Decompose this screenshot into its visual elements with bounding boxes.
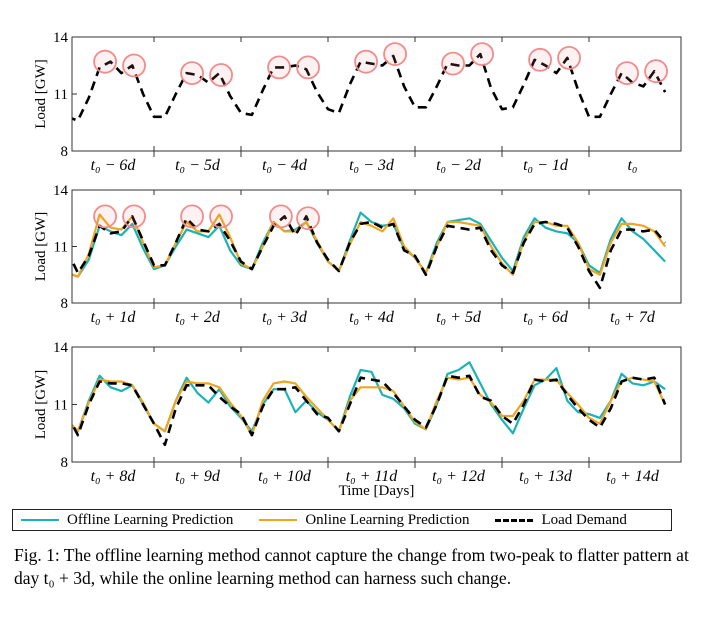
legend-swatch-online (259, 519, 298, 521)
y-tick-label: 14 (53, 183, 69, 199)
highlight-peak-circle (644, 59, 668, 84)
legend-item-load: Load Demand (495, 511, 627, 529)
highlight-peak-circle (122, 204, 146, 229)
highlight-peak-circle (180, 204, 204, 229)
x-tick-label: t₀ + 4d (349, 309, 395, 326)
y-tick-label: 11 (54, 398, 68, 414)
highlight-peak-circle (267, 55, 291, 80)
figure-caption: Fig. 1: The offline learning method cann… (14, 545, 689, 588)
x-tick-label: t₀ + 13d (519, 468, 573, 485)
highlight-peak-circle (296, 55, 320, 80)
x-tick-label: t₀ + 9d (175, 468, 221, 485)
highlight-peak-circle (209, 63, 233, 87)
x-tick-label: t₀ (627, 157, 637, 174)
x-tick-label: t₀ + 8d (91, 468, 137, 485)
x-tick-label: t₀ + 11d (346, 468, 399, 485)
x-tick-label: t₀ + 14d (606, 468, 660, 485)
x-tick-label: t₀ + 7d (610, 309, 656, 326)
y-axis-label: Load [GW] (33, 212, 49, 282)
axes-frame (71, 189, 682, 304)
series-line-online (72, 376, 667, 437)
highlight-peak-circle (557, 46, 581, 70)
y-tick-label: 8 (61, 455, 69, 471)
x-tick-label: t₀ + 1d (91, 309, 137, 326)
highlight-peak-circle (180, 61, 204, 85)
series-line-offline (72, 361, 666, 435)
legend-item-online: Online Learning Prediction (259, 512, 469, 529)
x-axis-label: Time [Days] (339, 483, 415, 499)
series-line-load (72, 52, 667, 122)
y-axis-label: Load [GW] (33, 59, 49, 129)
x-tick-label: t₀ + 12d (432, 468, 486, 485)
legend-swatch-offline (21, 519, 59, 521)
legend-label-online: Online Learning Prediction (305, 511, 470, 528)
x-tick-label: t₀ + 6d (523, 309, 569, 326)
x-tick-label: t₀ − 4d (262, 157, 308, 174)
x-tick-label: t₀ − 5d (175, 157, 221, 174)
y-axis-label: Load [GW] (33, 370, 49, 440)
series-line-load (72, 215, 667, 290)
highlight-peak-circle (383, 42, 407, 66)
highlight-peak-circle (441, 51, 465, 76)
y-tick-label: 11 (54, 240, 68, 256)
y-tick-label: 11 (54, 87, 68, 103)
y-tick-label: 14 (53, 340, 69, 356)
x-tick-label: t₀ − 1d (523, 157, 569, 174)
x-tick-label: t₀ + 2d (175, 309, 221, 326)
highlight-peak-circle (93, 49, 117, 74)
x-tick-label: t₀ + 5d (436, 309, 482, 326)
legend-label-offline: Offline Learning Prediction (67, 511, 234, 528)
highlight-peak-circle (615, 61, 639, 85)
highlight-peak-circle (470, 42, 494, 66)
axes-frame (71, 346, 682, 463)
legend-item-offline: Offline Learning Prediction (21, 512, 233, 529)
highlight-peak-circle (268, 204, 293, 229)
legend-swatch-load (495, 518, 534, 522)
x-tick-label: t₀ + 3d (262, 309, 308, 326)
highlight-peak-circle (296, 206, 320, 231)
y-tick-label: 8 (61, 296, 69, 312)
x-tick-label: t₀ − 2d (436, 157, 482, 174)
highlight-peak-circle (122, 53, 146, 78)
axes-frame (71, 36, 682, 152)
highlight-peak-circle (209, 204, 233, 229)
legend-label-load: Load Demand (541, 511, 627, 528)
x-tick-label: t₀ − 6d (91, 157, 137, 174)
highlight-peak-circle (354, 49, 378, 74)
y-tick-label: 14 (53, 30, 69, 46)
legend: Offline Learning Prediction Online Learn… (12, 509, 672, 531)
highlight-peak-circle (93, 204, 117, 229)
x-tick-label: t₀ + 10d (258, 468, 312, 485)
y-tick-label: 8 (61, 144, 69, 160)
highlight-peak-circle (528, 47, 552, 72)
series-line-load (72, 374, 667, 447)
x-tick-label: t₀ − 3d (349, 157, 395, 174)
